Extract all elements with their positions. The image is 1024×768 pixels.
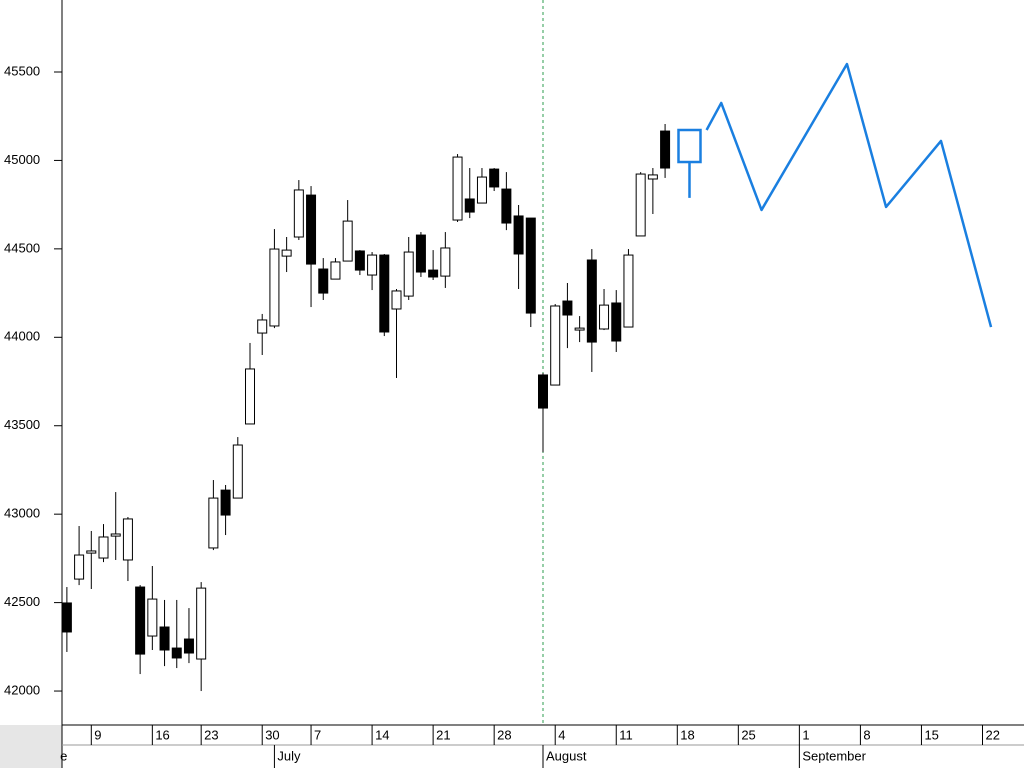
candle-body xyxy=(550,305,561,386)
y-tick-label: 45000 xyxy=(4,152,40,167)
candle-body xyxy=(122,518,133,561)
y-tick-label: 43500 xyxy=(4,417,40,432)
candle-body xyxy=(538,374,548,409)
candle-body xyxy=(220,489,231,516)
candle-body xyxy=(330,261,341,280)
x-tick-label: 4 xyxy=(558,727,565,742)
x-tick-label: 9 xyxy=(94,727,101,742)
x-tick-label: 23 xyxy=(204,727,218,742)
candle-body xyxy=(489,168,500,188)
candle-body xyxy=(513,215,524,255)
candle-body xyxy=(86,550,97,554)
candle-body xyxy=(318,268,329,294)
candle-body xyxy=(61,602,72,633)
candle-body xyxy=(147,598,158,637)
candle-body xyxy=(647,174,658,180)
x-tick-label: 16 xyxy=(155,727,169,742)
y-tick-label: 44000 xyxy=(4,329,40,344)
candle-body xyxy=(367,254,378,276)
x-tick-label: 14 xyxy=(375,727,389,742)
candle-body xyxy=(476,176,487,204)
y-tick-label: 43000 xyxy=(4,506,40,521)
candle-body xyxy=(208,497,219,549)
candle-body xyxy=(306,194,317,265)
month-label: August xyxy=(546,748,587,763)
x-tick-label: 1 xyxy=(802,727,809,742)
candle-body xyxy=(196,587,207,660)
forecast-body xyxy=(677,128,702,164)
candle-body xyxy=(464,198,475,213)
candle-body xyxy=(281,249,292,257)
candle-body xyxy=(293,189,304,238)
month-label: e xyxy=(60,748,67,763)
candle-body xyxy=(440,247,451,277)
candle-body xyxy=(525,217,536,314)
candle-body xyxy=(660,130,671,169)
candle-body xyxy=(98,536,109,559)
x-tick-label: 11 xyxy=(619,727,633,742)
candle-body xyxy=(110,533,121,537)
candle-body xyxy=(574,327,585,331)
candle-body xyxy=(379,254,390,333)
candle-body xyxy=(501,188,512,224)
candle-body xyxy=(245,368,256,425)
candle-body xyxy=(354,250,365,271)
month-label: September xyxy=(802,748,866,763)
candle-body xyxy=(635,173,646,237)
month-label: July xyxy=(277,748,301,763)
candle-body xyxy=(452,156,463,221)
y-tick-label: 44500 xyxy=(4,240,40,255)
x-tick-label: 7 xyxy=(314,727,321,742)
candle-body xyxy=(611,302,622,342)
x-tick-label: 28 xyxy=(497,727,511,742)
candle-body xyxy=(562,300,573,316)
x-tick-label: 30 xyxy=(265,727,279,742)
x-tick-label: 8 xyxy=(863,727,870,742)
candle-body xyxy=(183,638,194,654)
y-tick-label: 42000 xyxy=(4,682,40,697)
y-tick-label: 45500 xyxy=(4,63,40,78)
forecast-line xyxy=(705,62,993,328)
candle-body xyxy=(232,444,243,499)
x-tick-label: 18 xyxy=(680,727,694,742)
candle-body xyxy=(159,626,170,651)
x-tick-label: 21 xyxy=(436,727,450,742)
candle-body xyxy=(403,251,414,297)
candle-body xyxy=(135,586,146,655)
x-tick-label: 25 xyxy=(741,727,755,742)
candle-body xyxy=(257,319,268,334)
candle-body xyxy=(269,248,280,327)
candle-body xyxy=(586,259,597,343)
y-tick-label: 42500 xyxy=(4,594,40,609)
candle-body xyxy=(623,254,634,328)
candle-body xyxy=(599,304,610,330)
candle-body xyxy=(342,220,353,262)
x-tick-label: 15 xyxy=(924,727,938,742)
corner xyxy=(0,725,62,768)
candle-body xyxy=(74,554,85,580)
candle-body xyxy=(171,647,182,659)
candle-body xyxy=(428,269,439,278)
x-tick-label: 22 xyxy=(985,727,999,742)
candle-body xyxy=(391,290,402,310)
candle-body xyxy=(415,234,426,273)
